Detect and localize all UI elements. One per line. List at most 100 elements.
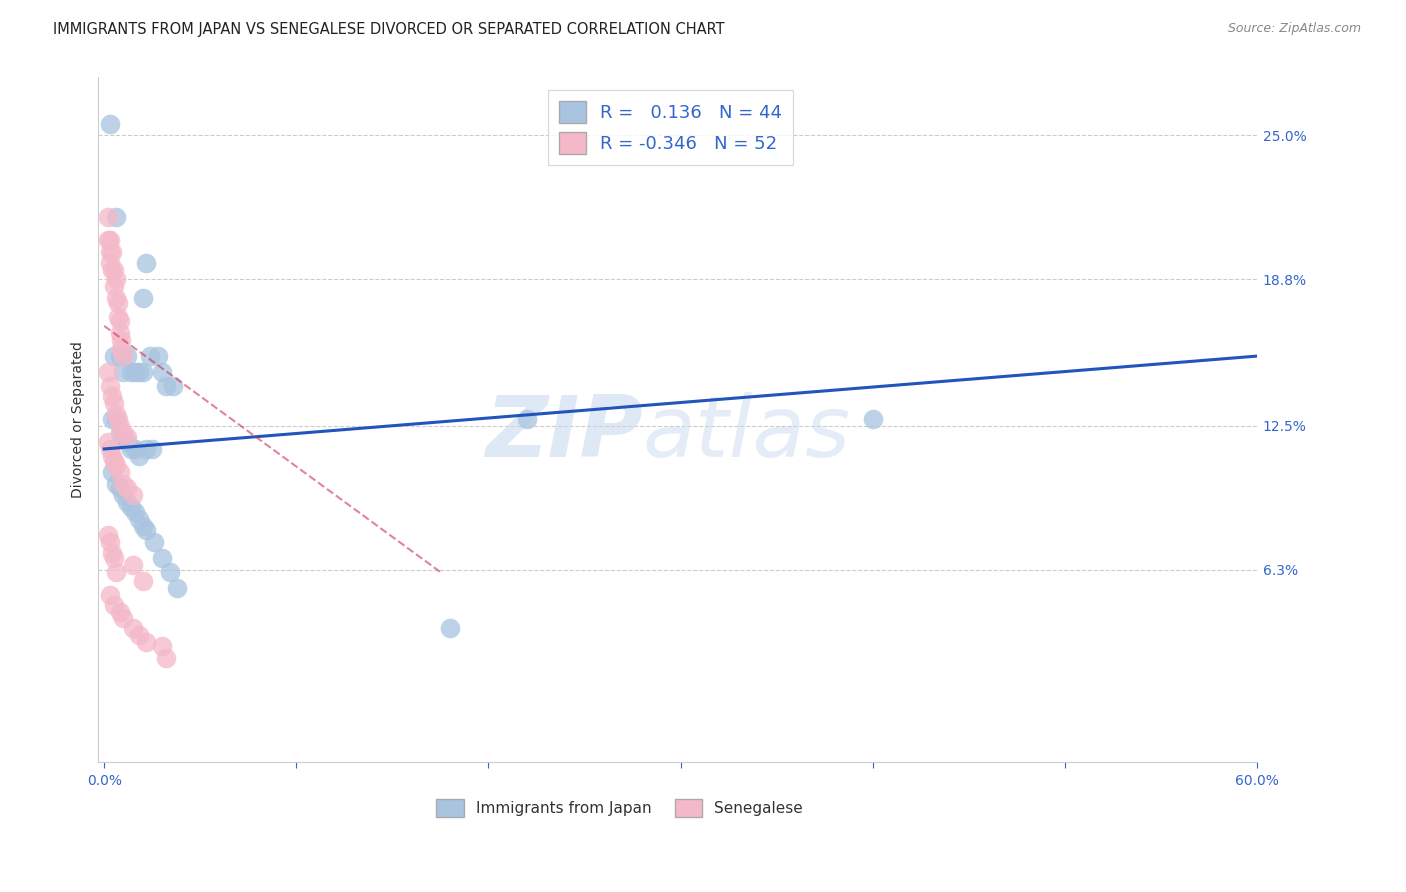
Point [146,349,169,363]
Point [112,476,135,491]
Point [103,395,125,409]
Point [112,488,135,502]
Point [128,449,150,463]
Point [124,505,146,519]
Point [107,295,129,310]
Point [128,628,150,642]
Point [166,582,188,596]
Point [862,411,884,425]
Point [112,611,135,625]
Point [97,365,120,379]
Point [124,365,146,379]
Point [110,333,132,347]
Point [101,449,124,463]
Point [108,418,131,433]
Point [104,291,127,305]
Point [108,349,131,363]
Text: Source: ZipAtlas.com: Source: ZipAtlas.com [1227,22,1361,36]
Point [141,442,163,456]
Text: atlas: atlas [643,392,851,475]
Point [150,365,173,379]
Point [155,651,177,665]
Point [98,442,121,456]
Point [104,458,127,473]
Point [108,425,131,440]
Point [128,365,150,379]
Point [101,465,124,479]
Point [104,411,127,425]
Point [117,482,139,496]
Point [131,574,153,589]
Point [103,598,125,612]
Point [104,565,127,579]
Point [135,442,157,456]
Point [112,365,135,379]
Point [124,442,146,456]
Point [104,210,127,224]
Point [101,546,124,560]
Point [120,365,142,379]
Point [150,551,173,566]
Point [131,518,153,533]
Point [103,263,125,277]
Point [103,551,125,566]
Point [162,379,184,393]
Point [98,588,121,602]
Point [107,411,129,425]
Y-axis label: Divorced or Separated: Divorced or Separated [72,342,86,499]
Point [97,210,120,224]
Point [103,349,125,363]
Point [98,379,121,393]
Legend: Immigrants from Japan, Senegalese: Immigrants from Japan, Senegalese [430,792,810,823]
Point [101,388,124,402]
Point [108,465,131,479]
Point [98,244,121,259]
Point [101,263,124,277]
Point [131,291,153,305]
Text: IMMIGRANTS FROM JAPAN VS SENEGALESE DIVORCED OR SEPARATED CORRELATION CHART: IMMIGRANTS FROM JAPAN VS SENEGALESE DIVO… [53,22,725,37]
Point [135,634,157,648]
Point [131,365,153,379]
Point [103,279,125,293]
Point [103,453,125,467]
Point [122,621,145,635]
Point [97,233,120,247]
Point [110,342,132,356]
Point [128,511,150,525]
Point [108,605,131,619]
Point [108,326,131,340]
Point [97,528,120,542]
Point [112,425,135,440]
Point [108,482,131,496]
Point [122,488,145,502]
Point [117,430,139,444]
Point [98,117,121,131]
Point [516,411,538,425]
Point [439,621,461,635]
Point [117,495,139,509]
Point [101,244,124,259]
Point [139,349,162,363]
Point [101,411,124,425]
Point [97,435,120,450]
Point [98,233,121,247]
Point [98,534,121,549]
Point [104,476,127,491]
Point [104,407,127,421]
Point [155,379,177,393]
Point [104,272,127,286]
Point [143,534,166,549]
Point [98,256,121,270]
Point [108,314,131,328]
Point [120,500,142,514]
Point [135,523,157,537]
Point [117,349,139,363]
Point [112,430,135,444]
Point [120,442,142,456]
Point [107,310,129,324]
Point [112,349,135,363]
Point [122,558,145,572]
Point [150,640,173,654]
Point [117,435,139,450]
Point [159,565,181,579]
